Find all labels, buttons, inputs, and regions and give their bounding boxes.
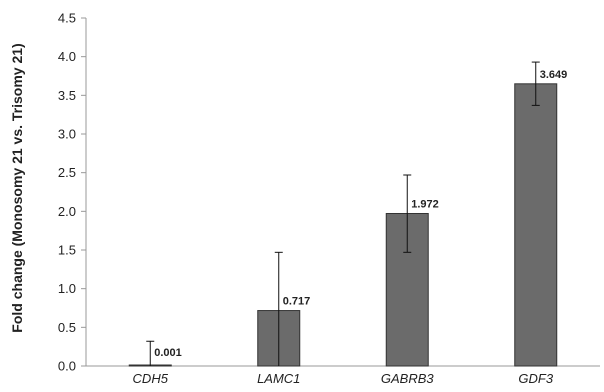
y-tick-label: 3.5 [58, 88, 76, 103]
bars [128, 83, 558, 367]
y-tick-label: 2.5 [58, 165, 76, 180]
y-axis-ticks: 0.0 0.5 1.0 1.5 2.0 2.5 3.0 3.5 4.0 4.5 [58, 11, 86, 374]
error-bars [146, 61, 540, 366]
y-tick-label: 0.5 [58, 320, 76, 335]
x-category-label: GDF3 [518, 371, 553, 386]
y-tick-label: 4.5 [58, 11, 76, 26]
data-label: 3.649 [540, 69, 568, 81]
y-axis-title: Fold change (Monosomy 21 vs. Trisomy 21) [9, 43, 25, 332]
data-label: 1.972 [411, 198, 439, 210]
y-tick-label: 3.0 [58, 127, 76, 142]
data-label: 0.717 [283, 296, 311, 308]
y-tick-label: 2.0 [58, 204, 76, 219]
data-labels: 0.001 0.717 1.972 3.649 [154, 69, 567, 359]
bar [514, 83, 558, 367]
y-tick-label: 1.5 [58, 243, 76, 258]
y-tick-label: 0.0 [58, 359, 76, 374]
x-category-label: GABRB3 [381, 371, 435, 386]
data-label: 0.001 [154, 347, 182, 359]
y-tick-label: 4.0 [58, 49, 76, 64]
x-axis-categories: CDH5 LAMC1 GABRB3 GDF3 [133, 371, 554, 386]
x-category-label: LAMC1 [257, 371, 300, 386]
y-tick-label: 1.0 [58, 281, 76, 296]
x-category-label: CDH5 [133, 371, 169, 386]
